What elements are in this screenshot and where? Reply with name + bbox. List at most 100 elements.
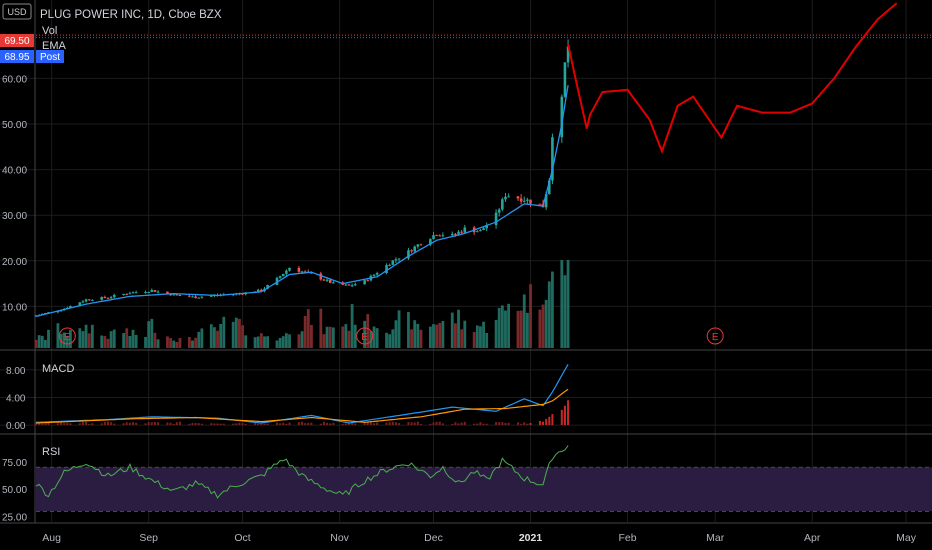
macd-histogram-bar <box>419 424 422 426</box>
macd-histogram-bar <box>473 423 476 426</box>
time-tick-label: Dec <box>424 532 443 544</box>
candle-body <box>407 250 410 259</box>
candle-body <box>288 267 291 271</box>
candle-body <box>526 199 529 201</box>
macd-histogram-bar <box>275 422 278 426</box>
rsi-tick-label: 25.00 <box>2 513 27 524</box>
macd-histogram-bar <box>285 423 288 426</box>
price-tick-label: 40.00 <box>2 166 27 177</box>
macd-histogram-bar <box>194 422 197 426</box>
macd-histogram-bar <box>523 422 526 426</box>
volume-bar <box>259 333 263 348</box>
macd-histogram-bar <box>438 421 441 426</box>
candle-body <box>81 301 85 303</box>
macd-histogram-bar <box>526 423 529 426</box>
candle-body <box>147 291 150 293</box>
volume-bar <box>34 339 38 348</box>
volume-bar <box>62 332 66 348</box>
volume-bar <box>507 303 511 348</box>
volume-bar <box>391 329 395 348</box>
volume-bar <box>385 332 388 348</box>
macd-histogram-bar <box>232 423 235 426</box>
volume-bar <box>178 338 182 348</box>
volume-bar <box>234 317 238 348</box>
earnings-marker-icon <box>356 327 374 345</box>
volume-bar <box>522 294 526 348</box>
macd-histogram-bar <box>347 422 350 426</box>
macd-histogram-bar <box>35 421 37 426</box>
macd-histogram-bar <box>354 423 357 426</box>
volume-bar <box>300 331 304 348</box>
macd-pane-label[interactable]: MACD <box>42 363 74 375</box>
volume-bar <box>216 330 219 348</box>
candle-body <box>460 231 463 233</box>
macd-histogram-bar <box>219 423 222 426</box>
volume-bar <box>90 324 94 348</box>
candle-body <box>172 294 176 296</box>
last-price-badge <box>0 34 34 47</box>
candle-body <box>100 296 104 300</box>
candle-body <box>551 137 554 181</box>
volume-bar <box>112 329 116 348</box>
macd-histogram-bar <box>520 423 523 426</box>
macd-histogram-bar <box>200 423 203 426</box>
candle-body <box>497 209 501 213</box>
volume-bar <box>275 340 279 348</box>
macd-histogram-bar <box>100 423 103 426</box>
macd-histogram-bar <box>369 421 372 426</box>
volume-bar <box>241 325 244 348</box>
macd-histogram-bar <box>394 422 397 426</box>
volume-bar <box>172 340 176 348</box>
volume-bar <box>457 309 460 348</box>
candle-body <box>476 231 479 233</box>
candle-body <box>328 279 332 283</box>
candle-body <box>131 292 135 294</box>
candle-body <box>494 212 498 226</box>
candle-body <box>256 289 260 293</box>
macd-histogram-bar <box>60 422 63 426</box>
macd-histogram-bar <box>516 422 519 426</box>
volume-bar <box>319 308 323 348</box>
earnings-marker-icon <box>706 327 724 345</box>
volume-bar <box>288 334 291 348</box>
candle-body <box>169 293 172 296</box>
candle-body <box>429 239 432 245</box>
macd-histogram-bar <box>103 422 106 426</box>
candle-body <box>410 250 413 252</box>
volume-bar <box>213 327 216 348</box>
macd-histogram-bar <box>147 422 150 426</box>
macd-histogram-bar <box>326 422 329 426</box>
post-price-text: 68.95 <box>4 52 29 63</box>
volume-bar <box>310 324 313 348</box>
macd-histogram-bar <box>257 423 260 426</box>
volume-bar <box>541 304 545 348</box>
candle-body <box>297 267 301 272</box>
ema-label[interactable]: EMA <box>42 40 67 52</box>
volume-bar <box>353 324 357 348</box>
candle-body <box>482 228 485 231</box>
macd-tick-label: 0.00 <box>6 421 26 432</box>
volume-bar <box>47 329 50 348</box>
rsi-pane-label[interactable]: RSI <box>42 446 60 458</box>
macd-histogram-bar <box>429 423 432 426</box>
volume-bar <box>281 336 285 348</box>
volume-bar <box>200 328 204 348</box>
vol-label[interactable]: Vol <box>42 25 57 37</box>
volume-bar <box>413 320 417 348</box>
candle-body <box>538 203 542 205</box>
volume-bar <box>197 331 201 348</box>
macd-histogram-bar <box>416 421 419 426</box>
candle-body <box>350 285 354 287</box>
volume-bar <box>156 339 160 348</box>
candle-body <box>178 295 182 297</box>
macd-histogram-bar <box>69 423 72 426</box>
volume-bar <box>563 275 567 348</box>
candle-body <box>566 46 570 63</box>
macd-histogram-bar <box>545 418 548 426</box>
volume-bar <box>191 340 194 348</box>
currency-box[interactable] <box>2 3 32 20</box>
candle-body <box>375 273 379 275</box>
post-price-badge <box>0 50 34 63</box>
